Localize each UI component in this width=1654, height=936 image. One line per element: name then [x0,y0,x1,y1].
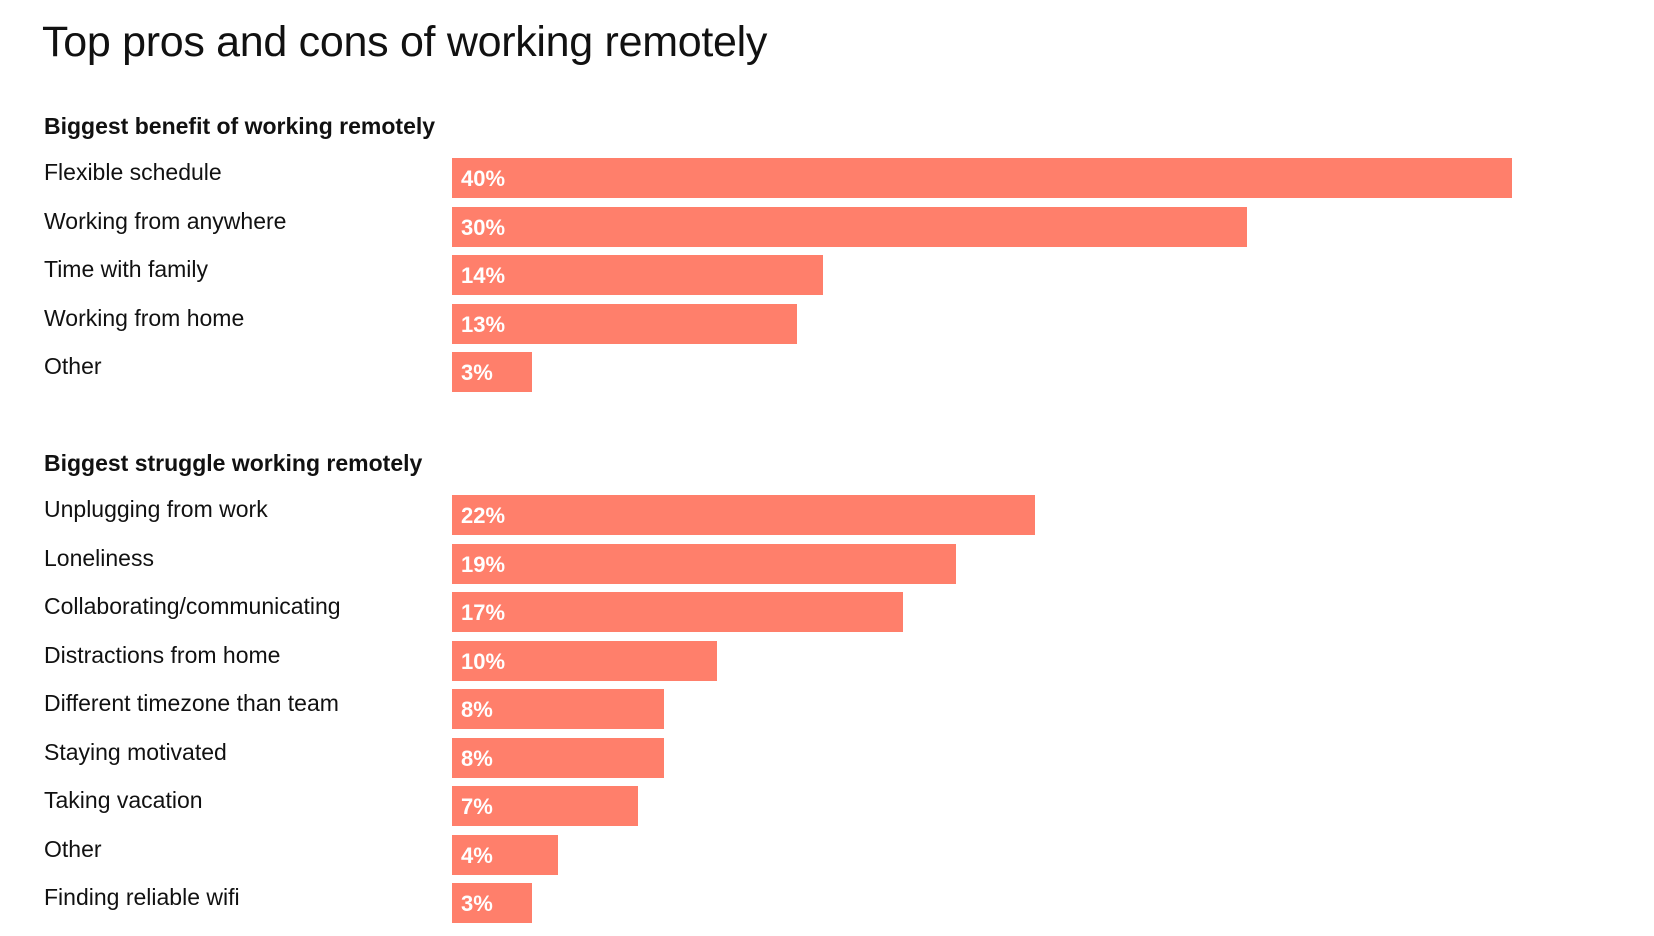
chart-title: Top pros and cons of working remotely [42,18,768,66]
bar [452,834,558,875]
category-label: Distractions from home [44,641,281,668]
bar-row: Staying motivated 8% [0,737,1654,778]
bar-row: Other 4% [0,834,1654,875]
bar-value-label: 14% [461,263,506,288]
bar [452,592,903,632]
bar [452,303,797,344]
bar-value-label: 10% [461,648,506,674]
category-label: Finding reliable wifi [44,884,240,910]
bar [452,689,664,729]
category-label: Unplugging from work [44,496,268,522]
bar-value-label: 13% [461,311,506,337]
category-label: Time with family [44,256,208,282]
bar-value-label: 3% [461,891,493,916]
bar-row: Flexible schedule 40% [0,158,1654,198]
bar-row: Loneliness 19% [0,543,1654,584]
bar [452,495,1035,535]
bar-row: Time with family 14% [0,255,1654,295]
bar-row: Taking vacation 7% [0,786,1654,826]
bar [452,158,1512,198]
bar [452,883,532,923]
section-heading: Biggest benefit of working remotely [44,113,436,139]
bar [452,352,532,392]
category-label: Flexible schedule [44,159,222,185]
bar-row: Other 3% [0,352,1654,392]
bar-value-label: 22% [461,503,506,528]
bar-value-label: 7% [461,794,493,819]
bar [452,640,717,681]
bar-value-label: 19% [461,551,506,577]
bar-value-label: 30% [461,214,506,240]
bar-value-label: 40% [461,166,506,191]
bar [452,737,664,778]
bar [452,786,638,826]
category-label: Collaborating/communicating [44,593,341,619]
bar-row: Distractions from home 10% [0,640,1654,681]
bar-row: Finding reliable wifi 3% [0,883,1654,923]
category-label: Working from home [44,304,245,331]
bar-value-label: 8% [461,745,493,771]
bar [452,206,1247,247]
category-label: Staying motivated [44,738,227,765]
section-heading: Biggest struggle working remotely [44,450,423,476]
bar-row: Different timezone than team 8% [0,689,1654,729]
bar-row: Working from home 13% [0,303,1654,344]
bar-row: Working from anywhere 30% [0,206,1654,247]
category-label: Other [44,835,102,862]
bar-value-label: 4% [461,842,493,868]
bar-value-label: 3% [461,360,493,385]
bar [452,543,956,584]
category-label: Working from anywhere [44,207,287,234]
bar [452,255,823,295]
bar-row: Unplugging from work 22% [0,495,1654,535]
category-label: Loneliness [44,544,154,571]
category-label: Different timezone than team [44,690,339,716]
bar-value-label: 17% [461,600,506,625]
bar-row: Collaborating/communicating 17% [0,592,1654,632]
category-label: Taking vacation [44,787,203,813]
bar-value-label: 8% [461,697,493,722]
category-label: Other [44,353,102,379]
